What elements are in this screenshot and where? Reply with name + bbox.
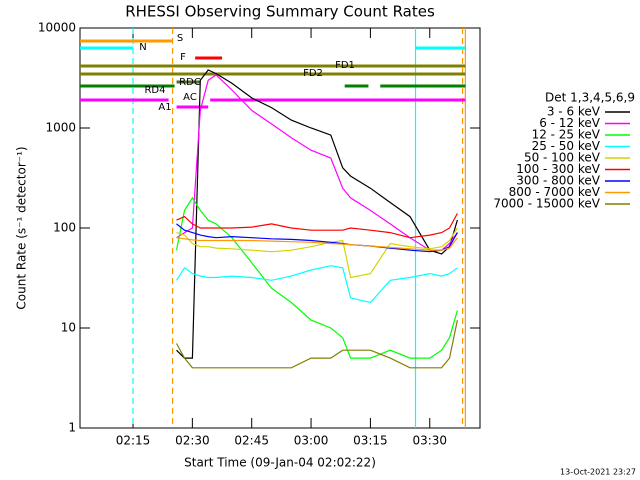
flag-label: A1 (158, 102, 171, 113)
y-tick-label: 100 (53, 221, 76, 235)
flag-label: S (177, 33, 183, 44)
flag-label: RD4 (144, 85, 165, 96)
x-tick-label: 02:45 (234, 434, 269, 448)
legend-label: 3 - 6 keV (547, 105, 601, 119)
x-axis-label: Start Time (09-Jan-04 02:02:22) (184, 456, 376, 470)
x-tick-label: 02:30 (175, 434, 210, 448)
y-tick-label: 1000 (45, 121, 76, 135)
flag-label: N (139, 42, 146, 53)
legend-label: 100 - 300 keV (516, 162, 600, 176)
flag-label: AC (183, 92, 197, 103)
series-line (175, 265, 458, 304)
flag-label: FD1 (335, 60, 355, 71)
series-line (176, 227, 458, 279)
x-tick-label: 03:00 (294, 434, 329, 448)
legend-label: 50 - 100 keV (524, 151, 601, 165)
series-line (175, 319, 458, 369)
footer: 13-Oct-2021 23:27 (560, 468, 636, 477)
series-line (176, 223, 458, 253)
legend-label: 12 - 25 keV (532, 128, 601, 142)
legend-label: 800 - 7000 keV (509, 185, 601, 199)
flag-label: F (180, 52, 186, 63)
y-axis-label: Count Rate (s⁻¹ detector⁻¹) (15, 146, 29, 309)
flag-label: FD2 (303, 68, 323, 79)
y-tick-label: 10 (61, 321, 76, 335)
legend-label: 6 - 12 keV (539, 116, 601, 130)
series-line (176, 69, 458, 359)
series-line (176, 74, 458, 251)
legend-label: 300 - 800 keV (516, 174, 600, 188)
series-line (175, 196, 458, 359)
x-tick-label: 03:15 (353, 434, 388, 448)
series-line (176, 213, 458, 239)
x-tick-label: 03:30 (412, 434, 447, 448)
y-tick-label: 10000 (38, 21, 76, 35)
legend-label: 7000 - 15000 keV (493, 197, 600, 211)
legend-label: 25 - 50 keV (532, 139, 601, 153)
flag-label: RDC (179, 77, 201, 88)
x-tick-label: 02:15 (116, 434, 151, 448)
y-tick-label: 1 (68, 421, 76, 435)
legend-title: Det 1,3,4,5,6,9 (545, 91, 635, 105)
series-line (176, 237, 458, 251)
chart-title: RHESSI Observing Summary Count Rates (125, 3, 435, 21)
